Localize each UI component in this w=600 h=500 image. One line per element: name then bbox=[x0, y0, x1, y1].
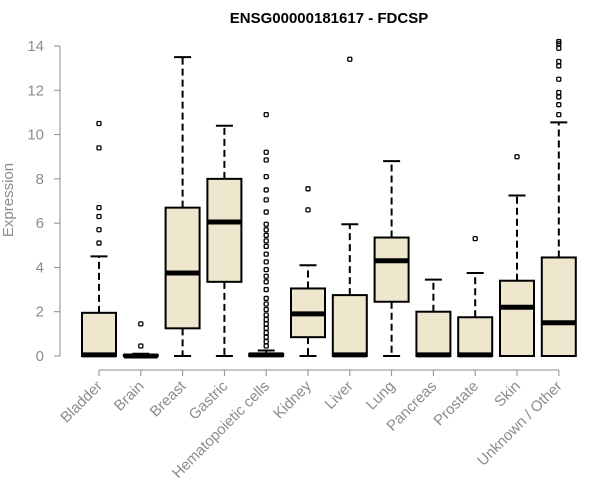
box-breast bbox=[164, 56, 201, 357]
outlier-point bbox=[514, 154, 520, 160]
outlier-point bbox=[556, 89, 562, 96]
outlier-point bbox=[263, 111, 269, 118]
box-iqr bbox=[164, 206, 201, 330]
y-tick-label: 8 bbox=[36, 171, 44, 188]
outlier-point bbox=[263, 157, 269, 163]
outlier-point bbox=[96, 145, 102, 151]
outlier-point bbox=[263, 325, 269, 331]
outlier-point bbox=[556, 38, 562, 45]
outlier-point bbox=[263, 187, 269, 193]
outlier-point bbox=[556, 45, 562, 51]
outlier-point bbox=[305, 207, 311, 213]
outlier-point bbox=[263, 316, 269, 323]
outlier-point bbox=[263, 330, 269, 336]
y-tick-label: 12 bbox=[27, 82, 44, 99]
outlier-point bbox=[138, 343, 144, 349]
box-prostate bbox=[457, 235, 494, 358]
box-bladder bbox=[81, 120, 117, 358]
outlier-point bbox=[556, 111, 562, 118]
outlier-point bbox=[96, 240, 102, 246]
y-tick-label: 6 bbox=[36, 215, 44, 232]
outlier-point bbox=[263, 243, 269, 250]
outlier-point bbox=[96, 120, 102, 127]
box-pancreas bbox=[415, 278, 452, 358]
outlier-point bbox=[263, 273, 269, 279]
box-iqr bbox=[331, 294, 368, 358]
outlier-point bbox=[556, 94, 562, 100]
outlier-point bbox=[138, 321, 144, 327]
plot-area bbox=[81, 38, 577, 359]
outlier-point bbox=[263, 149, 269, 155]
y-tick-label: 10 bbox=[27, 127, 44, 144]
box-unknown-other bbox=[540, 38, 577, 358]
x-tick-label: Prostate bbox=[430, 378, 482, 430]
box-hematopoietic-cells bbox=[248, 111, 285, 358]
outlier-point bbox=[556, 102, 562, 108]
x-tick-label: Breast bbox=[147, 377, 190, 420]
box-kidney bbox=[290, 186, 326, 357]
outlier-point bbox=[556, 76, 562, 82]
y-axis: 0 2 4 6 8 10 12 14 bbox=[27, 38, 61, 365]
y-tick-label: 4 bbox=[36, 259, 44, 276]
box-iqr bbox=[373, 236, 410, 303]
outlier-point bbox=[472, 235, 478, 242]
box-lung bbox=[373, 160, 410, 357]
outlier-point bbox=[263, 312, 269, 318]
outlier-point bbox=[263, 334, 269, 340]
outlier-point bbox=[263, 227, 269, 233]
box-iqr bbox=[415, 310, 452, 358]
box-iqr bbox=[540, 256, 577, 358]
box-iqr bbox=[457, 316, 494, 357]
outlier-point bbox=[263, 197, 269, 203]
box-skin bbox=[499, 154, 535, 358]
y-tick-label: 2 bbox=[36, 304, 44, 321]
outlier-point bbox=[263, 266, 269, 273]
x-tick-label: Liver bbox=[322, 378, 357, 413]
outlier-point bbox=[263, 306, 269, 313]
x-tick-label: Lung bbox=[363, 378, 399, 414]
outlier-point bbox=[263, 173, 269, 180]
y-tick-label: 14 bbox=[27, 38, 44, 55]
chart-title: ENSG00000181617 - FDCSP bbox=[230, 10, 428, 27]
outlier-point bbox=[263, 286, 269, 293]
outlier-point bbox=[263, 238, 269, 244]
outlier-point bbox=[263, 232, 269, 238]
outlier-point bbox=[96, 204, 102, 211]
outlier-point bbox=[96, 227, 102, 233]
y-axis-label: Expression bbox=[0, 163, 17, 237]
box-liver bbox=[331, 56, 368, 358]
outlier-point bbox=[263, 209, 269, 215]
outlier-point bbox=[347, 56, 353, 62]
outlier-point bbox=[263, 321, 269, 327]
box-iqr bbox=[499, 279, 535, 358]
box-iqr bbox=[81, 311, 117, 358]
box-brain bbox=[122, 321, 159, 359]
x-tick-label: Kidney bbox=[270, 377, 315, 422]
outlier-point bbox=[263, 221, 269, 227]
outlier-point bbox=[263, 301, 269, 307]
x-tick-label: Skin bbox=[491, 378, 524, 411]
x-tick-label: Bladder bbox=[57, 378, 106, 427]
x-tick-label: Brain bbox=[111, 378, 148, 415]
outlier-point bbox=[263, 251, 269, 257]
outlier-point bbox=[305, 186, 311, 192]
outlier-point bbox=[263, 259, 269, 265]
y-tick-label: 0 bbox=[36, 348, 44, 365]
outlier-point bbox=[263, 295, 269, 302]
box-gastric bbox=[206, 124, 243, 357]
outlier-point bbox=[556, 63, 562, 69]
outlier-point bbox=[96, 213, 102, 220]
outlier-point bbox=[263, 338, 269, 345]
box-iqr bbox=[206, 177, 243, 283]
outlier-point bbox=[556, 58, 562, 65]
outlier-point bbox=[263, 279, 269, 285]
outlier-point bbox=[263, 343, 269, 349]
